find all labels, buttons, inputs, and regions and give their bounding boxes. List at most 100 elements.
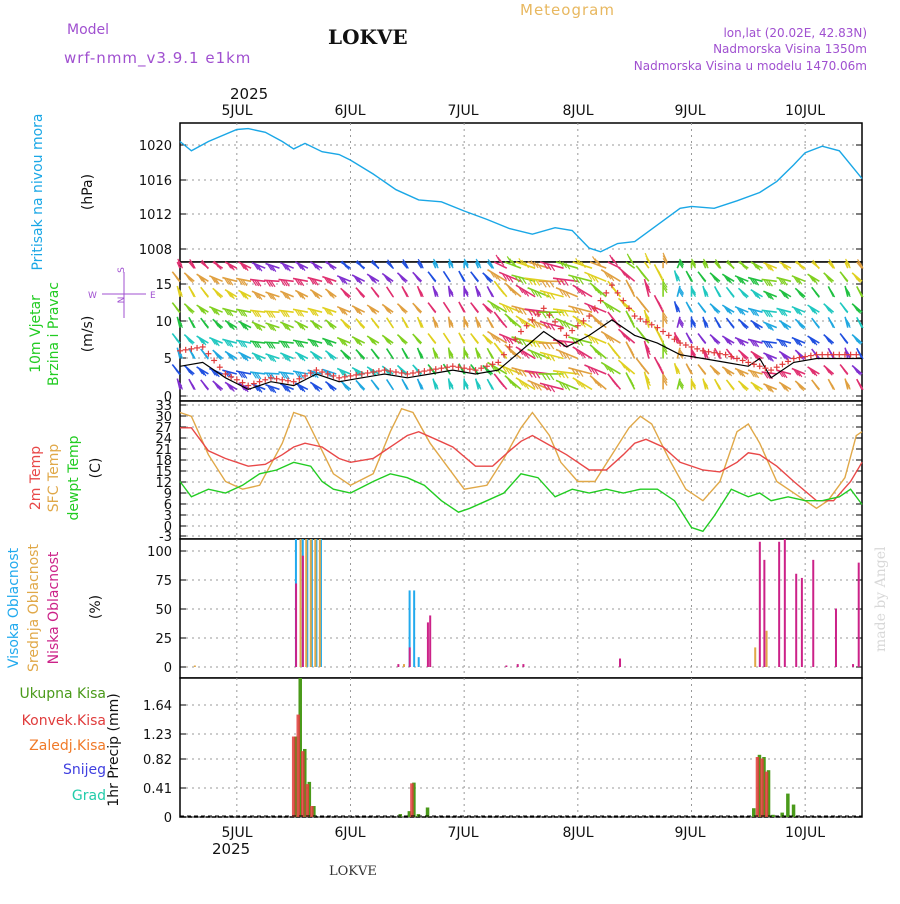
cloud-bar xyxy=(505,665,507,667)
y-tick-label: 1.23 xyxy=(143,728,172,743)
cloud-bar xyxy=(295,583,297,667)
date-label-bottom: 9JUL xyxy=(674,825,705,841)
cloud-bar xyxy=(517,664,519,667)
precip-bar xyxy=(756,757,760,817)
precip-legend-item: Ukupna Kisa xyxy=(19,686,106,702)
cloud-bar xyxy=(835,609,837,668)
cloud-bar xyxy=(812,560,814,667)
compass-n: N xyxy=(117,297,127,304)
date-label-top: 9JUL xyxy=(674,103,705,119)
cloud-bar xyxy=(759,542,761,667)
date-label-bottom: 5JUL xyxy=(221,825,252,841)
y-tick-label: 100 xyxy=(147,545,172,560)
temp-unit: (C) xyxy=(88,458,104,479)
date-label-top: 6JUL xyxy=(334,103,365,119)
precip-bar xyxy=(301,751,305,817)
precip-bar xyxy=(306,784,310,817)
date-label-bottom: 10JUL xyxy=(785,825,825,841)
y-tick-label: 33 xyxy=(155,399,172,414)
cloud-bar xyxy=(778,542,780,667)
date-label-top: 5JUL xyxy=(221,103,252,119)
lonlat-label: lon,lat (20.02E, 42.83N) xyxy=(723,26,867,40)
y-tick-label: 1016 xyxy=(139,174,172,189)
meteogram-label: Meteogram xyxy=(520,1,615,19)
model-elevation-label: Nadmorska Visina u modelu 1470.06m xyxy=(634,59,867,73)
credit-label: made by Angel xyxy=(873,546,889,652)
cloud-bar xyxy=(784,539,786,667)
cloud-bar xyxy=(403,664,405,667)
wind-unit: (m/s) xyxy=(80,316,96,353)
cloud-bar xyxy=(754,647,756,667)
year-label-top: 2025 xyxy=(230,85,268,103)
y-tick-label: 0 xyxy=(164,811,172,826)
panel-pressure: 1008 1012 1016 1020 xyxy=(139,123,862,262)
panels: 1008101210161020051015-30369121518212427… xyxy=(139,123,863,826)
cloud-ylabel-high: Visoka Oblacnost xyxy=(6,547,22,668)
compass-e: E xyxy=(150,291,156,301)
cloud-bar xyxy=(801,578,803,667)
panel-frame xyxy=(180,401,862,539)
cloud-ylabel-low: Niska Oblacnost xyxy=(46,551,62,664)
cloud-bar xyxy=(314,539,316,667)
cloud-ylabel-mid: Srednja Oblacnost xyxy=(26,544,42,672)
y-tick-label: 1008 xyxy=(139,243,172,258)
panel-precip: 00.410.821.231.64 xyxy=(143,678,862,826)
cloud-bar xyxy=(302,556,304,667)
precip-bar xyxy=(410,783,414,817)
cloud-bar xyxy=(619,659,621,667)
cloud-bar xyxy=(858,563,860,667)
temp-ylabel-sfc: SFC Temp xyxy=(46,444,62,513)
precip-legend-item: Zaledj.Kisa xyxy=(29,738,106,754)
y-tick-label: 50 xyxy=(155,603,172,618)
compass-w: W xyxy=(88,291,97,301)
y-tick-label: 10 xyxy=(155,315,172,330)
cloud-unit: (%) xyxy=(88,595,104,619)
cloud-bar xyxy=(300,539,302,667)
y-tick-label: 1012 xyxy=(139,208,172,223)
cloud-bar xyxy=(763,560,765,667)
precip-bar xyxy=(760,758,764,817)
y-tick-label: 75 xyxy=(155,574,172,589)
cloud-bar xyxy=(305,539,307,667)
pressure-ylabel: Pritisak na nivou mora xyxy=(30,113,46,270)
model-label: Model xyxy=(67,22,109,38)
cloud-bar xyxy=(429,615,431,667)
cloud-bar xyxy=(194,665,196,667)
temp-ylabel-dewpt: dewpt Temp xyxy=(66,435,82,520)
y-tick-label: 15 xyxy=(155,278,172,293)
cloud-bar xyxy=(427,622,429,667)
cloud-bar xyxy=(852,664,854,667)
model-name: wrf-nmm_v3.9.1 e1km xyxy=(64,49,251,68)
cloud-bar xyxy=(766,631,768,667)
cloud-bar xyxy=(397,664,399,667)
date-label-top: 8JUL xyxy=(562,103,593,119)
year-label-bottom: 2025 xyxy=(212,840,250,858)
y-tick-label: 25 xyxy=(155,632,172,647)
elevation-label: Nadmorska Visina 1350m xyxy=(713,42,867,56)
wind-ylabel-1: 10m Vjetar xyxy=(28,295,44,373)
station-title: LOKVE xyxy=(328,25,408,49)
date-label-top: 10JUL xyxy=(785,103,825,119)
cloud-bar xyxy=(310,539,312,667)
precip-bar xyxy=(792,805,796,817)
cloud-bar xyxy=(795,574,797,667)
precip-bar xyxy=(765,772,769,817)
precip-bar xyxy=(292,737,296,817)
pressure-unit: (hPa) xyxy=(80,174,96,210)
precip-legend-item: Snijeg xyxy=(63,762,106,778)
cloud-bar xyxy=(522,664,524,667)
cloud-bar xyxy=(409,647,411,667)
precip-legend-item: Grad xyxy=(72,788,106,804)
cloud-bar xyxy=(418,657,420,667)
y-tick-label: 1020 xyxy=(139,139,172,154)
footer-station: LOKVE xyxy=(329,864,377,879)
y-tick-label: 1.64 xyxy=(143,699,172,714)
temp-ylabel-2m: 2m Temp xyxy=(28,446,44,510)
precip-bar xyxy=(786,794,790,817)
